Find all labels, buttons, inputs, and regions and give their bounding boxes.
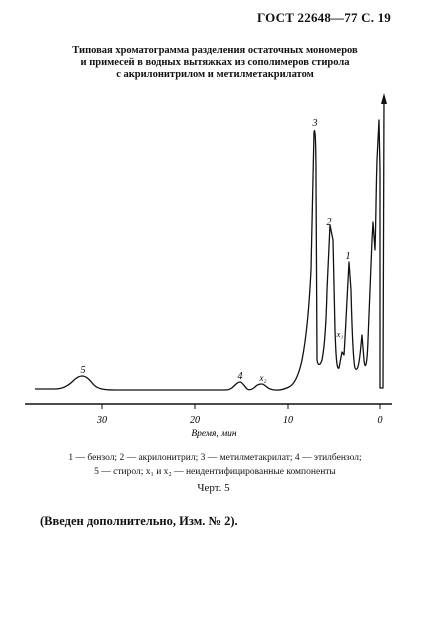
- x-tick-label: 30: [96, 415, 107, 426]
- legend-line: 1 — бензол; 2 — акрилонитрил; 3 — метилм…: [68, 453, 362, 463]
- x-tick-label: 0: [378, 415, 383, 426]
- x-tick-label: 10: [283, 415, 293, 426]
- figure-title: Типовая хроматограмма разделения остаточ…: [40, 45, 390, 81]
- chromatogram-trace: [35, 97, 385, 391]
- peak-label: 1: [346, 251, 351, 262]
- figure-label: Черт. 5: [197, 482, 230, 494]
- figure-legend: 1 — бензол; 2 — акрилонитрил; 3 — метилм…: [20, 451, 410, 479]
- peak-label: 2: [327, 217, 332, 228]
- x-axis-label: Время, мин: [191, 429, 237, 439]
- peak-label: 3: [312, 118, 318, 129]
- x-tick-label: 20: [190, 415, 200, 426]
- peak-label: x₂: [258, 373, 266, 383]
- title-line: с акрилонитрилом и метилметакрилатом: [116, 69, 314, 80]
- peak-label: x₁: [336, 329, 344, 339]
- signal-arrowhead: [381, 93, 387, 104]
- title-line: и примесей в водных вытяжках из сополиме…: [80, 57, 350, 68]
- legend-line: 5 — стирол; x₁ и x₂ — неидентифицированн…: [94, 467, 336, 477]
- peak-label: 4: [238, 371, 243, 382]
- amendment-note: (Введен дополнительно, Изм. № 2).: [40, 514, 238, 528]
- page-header: ГОСТ 22648—77 С. 19: [257, 10, 391, 25]
- peak-label: 5: [81, 365, 86, 376]
- title-line: Типовая хроматограмма разделения остаточ…: [72, 45, 358, 56]
